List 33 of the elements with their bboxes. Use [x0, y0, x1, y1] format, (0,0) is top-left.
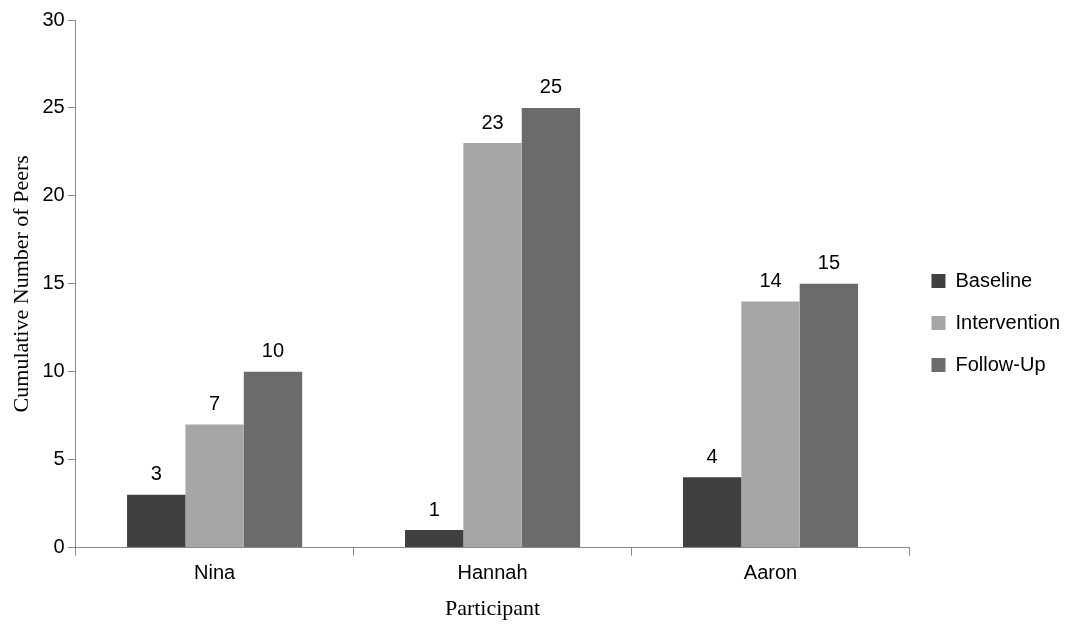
- y-tick-label: 15: [42, 271, 65, 294]
- legend-label: Intervention: [955, 310, 1060, 333]
- data-label: 7: [209, 392, 221, 415]
- bar: [405, 530, 464, 548]
- bar: [127, 494, 186, 548]
- bar: [799, 283, 859, 548]
- bar: [463, 143, 522, 548]
- x-tick-label: Nina: [194, 561, 237, 584]
- bar: [185, 424, 244, 548]
- data-label: 25: [539, 75, 563, 98]
- x-tick-label: Hannah: [457, 561, 528, 584]
- data-label: 15: [817, 251, 841, 274]
- y-tick-label: 20: [42, 183, 65, 206]
- legend-label: Follow-Up: [955, 352, 1046, 375]
- y-tick-label: 30: [42, 7, 65, 30]
- data-label: 10: [261, 339, 285, 362]
- data-label: 4: [706, 444, 718, 467]
- data-label: 3: [150, 462, 162, 485]
- x-axis-title: Participant: [444, 594, 541, 620]
- bar: [682, 477, 742, 548]
- data-label: 23: [481, 110, 504, 133]
- y-axis-title: Cumulative Number of Peers: [7, 155, 33, 413]
- legend-label: Baseline: [955, 268, 1033, 291]
- data-label: 14: [759, 268, 782, 291]
- data-label: 1: [428, 497, 440, 520]
- bar: [243, 371, 303, 548]
- y-tick-label: 5: [53, 447, 65, 470]
- y-tick-label: 0: [53, 535, 65, 558]
- x-tick-label: Aaron: [743, 561, 798, 584]
- y-tick-label: 10: [42, 359, 65, 382]
- y-tick-label: 25: [42, 95, 65, 118]
- bar: [521, 107, 581, 548]
- bar: [741, 301, 800, 548]
